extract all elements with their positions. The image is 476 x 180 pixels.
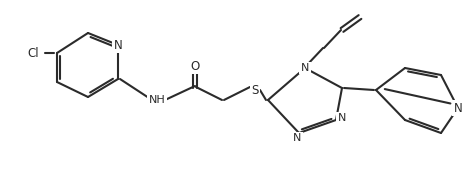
Text: N: N: [337, 113, 346, 123]
Text: N: N: [113, 39, 122, 51]
Text: S: S: [251, 84, 258, 96]
Text: Cl: Cl: [27, 46, 39, 60]
Text: N: N: [453, 102, 461, 114]
Text: NH: NH: [149, 95, 165, 105]
Text: O: O: [190, 60, 199, 73]
Text: N: N: [300, 63, 308, 73]
Text: N: N: [292, 133, 300, 143]
